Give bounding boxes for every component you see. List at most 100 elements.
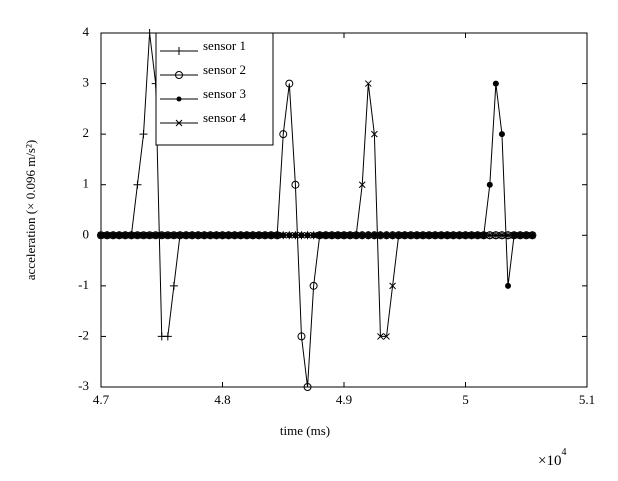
marker (505, 282, 512, 289)
marker (121, 231, 129, 239)
marker (188, 231, 196, 239)
marker (437, 231, 445, 239)
series (97, 80, 536, 340)
marker (225, 231, 232, 239)
x-tick-label: 5 (462, 392, 469, 407)
marker (109, 231, 117, 239)
marker (298, 231, 305, 239)
y-tick-label: 1 (83, 176, 90, 191)
marker (510, 231, 518, 239)
x-multiplier-exponent: 4 (561, 447, 566, 458)
marker (419, 231, 427, 239)
marker (504, 231, 512, 239)
y-tick-label: -3 (78, 378, 89, 393)
marker (310, 231, 317, 239)
marker (522, 231, 530, 239)
marker (231, 231, 239, 239)
marker (316, 231, 324, 239)
marker (474, 231, 482, 239)
marker (371, 130, 378, 138)
x-tick-label: 4.7 (93, 392, 110, 407)
marker (322, 231, 330, 239)
series-line (101, 83, 533, 337)
marker (480, 231, 488, 239)
marker (206, 231, 214, 239)
marker (139, 130, 148, 139)
marker (140, 231, 147, 239)
legend-marker (175, 119, 183, 127)
x-tick-label: 4.9 (336, 392, 352, 407)
y-tick-label: 3 (83, 75, 90, 90)
marker (255, 231, 263, 239)
y-tick-label: 2 (83, 125, 90, 140)
marker (346, 231, 354, 239)
marker (443, 231, 451, 239)
x-tick-label: 5.1 (579, 392, 595, 407)
marker (377, 232, 384, 239)
marker (309, 281, 318, 290)
x-tick-label: 4.8 (214, 392, 230, 407)
marker (359, 232, 366, 239)
marker (364, 80, 372, 87)
marker (200, 231, 208, 239)
marker (169, 281, 178, 290)
y-tick-label: 4 (83, 24, 90, 39)
marker (303, 383, 312, 391)
marker (407, 231, 415, 239)
legend-marker (176, 96, 182, 102)
marker (328, 231, 336, 239)
marker (97, 231, 105, 239)
legend-box (155, 32, 274, 146)
marker (401, 231, 409, 239)
marker (383, 333, 390, 340)
legend-label: sensor 1 (203, 38, 246, 53)
marker (498, 231, 506, 239)
marker (462, 231, 469, 239)
marker (267, 231, 275, 239)
marker (176, 231, 184, 239)
y-axis-label: acceleration (× 0.096 m/s²) (23, 140, 38, 280)
marker (292, 231, 299, 239)
marker (285, 231, 293, 239)
legend-label: sensor 3 (203, 86, 246, 101)
legend-label: sensor 4 (203, 110, 246, 125)
marker (243, 231, 251, 239)
marker (492, 231, 500, 239)
marker (158, 231, 166, 239)
marker (285, 79, 294, 88)
y-tick-label: -2 (78, 327, 89, 342)
marker (145, 29, 154, 37)
legend-marker (175, 47, 183, 55)
marker (468, 231, 475, 239)
marker (389, 282, 396, 290)
marker (164, 231, 172, 239)
marker (395, 231, 403, 239)
marker (163, 332, 172, 341)
marker (389, 232, 396, 239)
marker (492, 80, 499, 87)
marker (133, 180, 142, 189)
marker (237, 231, 245, 239)
marker (516, 231, 524, 239)
marker (334, 231, 342, 239)
marker (261, 231, 269, 239)
marker (134, 231, 141, 239)
marker (340, 231, 348, 239)
marker (273, 231, 281, 239)
x-multiplier-base: ×10 (538, 453, 561, 469)
marker (182, 231, 190, 239)
marker (279, 130, 288, 139)
marker (194, 231, 202, 239)
marker (152, 231, 160, 239)
marker (431, 231, 439, 239)
marker (170, 231, 178, 239)
marker (449, 231, 457, 239)
marker (219, 231, 226, 239)
marker (358, 181, 366, 189)
marker (425, 231, 433, 239)
marker (352, 231, 360, 239)
marker (291, 180, 300, 189)
marker (365, 232, 372, 239)
y-tick-label: 0 (83, 226, 90, 241)
